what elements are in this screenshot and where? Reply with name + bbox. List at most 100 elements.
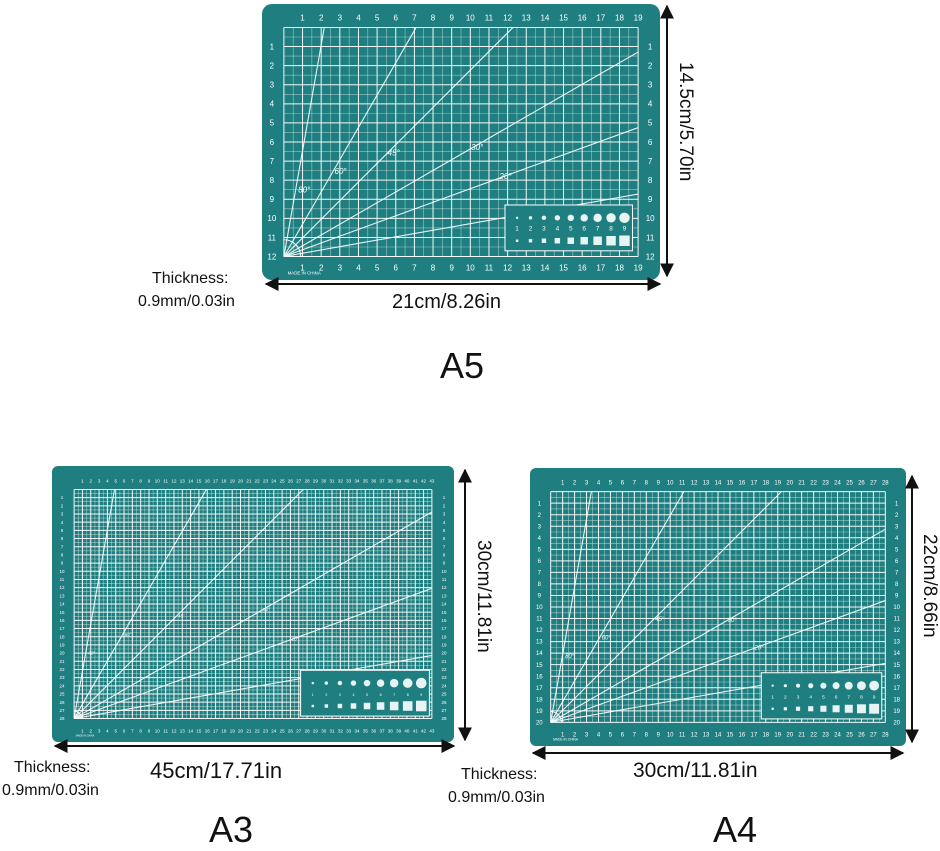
a5-width-label: 21cm/8.26in	[392, 291, 501, 313]
a3-made-in-label: MADE IN CHINA	[76, 734, 95, 737]
a3-ruler-bottom-number: 24	[271, 728, 277, 733]
a4-template-square	[820, 705, 827, 712]
a4-ruler-top-number: 14	[715, 481, 722, 487]
a5-thickness-value: 0.9mm/0.03in	[138, 293, 235, 310]
a4-thickness-value: 0.9mm/0.03in	[448, 789, 545, 806]
a3-ruler-bottom-number: 34	[354, 728, 360, 733]
a4-ruler-top-number: 17	[751, 481, 758, 487]
a3-ruler-bottom-number: 30	[321, 728, 327, 733]
a4-ruler-bottom-number: 11	[679, 732, 686, 738]
a4-template-square	[844, 704, 853, 713]
a3-ruler-bottom-number: 10	[155, 728, 161, 733]
a3-ruler-top-number: 13	[180, 479, 186, 484]
a5-ruler-bottom-number: 7	[412, 263, 417, 272]
a4-ruler-top-number: 11	[679, 481, 686, 487]
a3-ruler-bottom-number: 8	[139, 728, 142, 733]
a4-ruler-top-number: 6	[621, 481, 625, 487]
a3-ruler-bottom-number: 41	[413, 728, 419, 733]
a5-size-label: A5	[440, 345, 485, 386]
a4-ruler-bottom-number: 26	[858, 732, 865, 738]
a3-ruler-bottom-number: 27	[296, 728, 302, 733]
a4-ruler-top-number: 12	[691, 481, 698, 487]
a5-ruler-right-number: 5	[648, 119, 653, 128]
a3-ruler-left-number: 27	[59, 708, 65, 713]
a3-template-circle	[363, 679, 371, 687]
a4-ruler-top-number: 25	[846, 481, 853, 487]
a4-ruler-bottom-number: 18	[762, 732, 769, 738]
a5-ruler-left-number: 2	[270, 61, 275, 70]
a4-template-square	[795, 706, 801, 711]
a3-ruler-bottom-number: 12	[171, 728, 177, 733]
a3-ruler-left-number: 10	[59, 569, 65, 574]
a3-ruler-right-number: 23	[442, 675, 448, 680]
a4-template-number: 2	[784, 695, 787, 701]
a3-ruler-left-number: 8	[61, 552, 64, 557]
a5-template-circle	[580, 214, 588, 222]
a3-template-number: 2	[325, 693, 327, 697]
a3-ruler-left-number: 11	[60, 577, 65, 582]
a3-ruler-bottom-number: 21	[246, 728, 252, 733]
a5-template-square	[580, 237, 588, 245]
a3-ruler-left-number: 12	[59, 585, 65, 590]
a5-ruler-left-number: 1	[270, 42, 275, 51]
a4-ruler-top-number: 20	[786, 481, 793, 487]
a5-ruler-top-number: 7	[412, 14, 417, 23]
a3-ruler-top-number: 24	[271, 479, 277, 484]
a5-template-number: 8	[609, 226, 613, 233]
cutting-mat-a4: 1122334455667788991010111112121313141415…	[530, 468, 906, 746]
a3-ruler-top-number: 18	[221, 479, 227, 484]
a3-height-label: 30cm/11.81in	[473, 540, 494, 653]
a5-ruler-bottom-number: 19	[634, 263, 643, 272]
a3-template-square	[389, 701, 399, 711]
a5-template-number: 3	[542, 226, 546, 233]
a5-ruler-bottom-number: 11	[485, 263, 494, 272]
a3-template-number: 4	[352, 693, 354, 697]
a5-ruler-top-number: 4	[356, 14, 361, 23]
a3-ruler-left-number: 6	[61, 536, 64, 541]
a3-ruler-bottom-number: 38	[388, 728, 394, 733]
a5-angle-line	[283, 27, 417, 257]
a3-ruler-bottom-number: 4	[106, 728, 109, 733]
a3-ruler-bottom-number: 32	[338, 728, 344, 733]
a5-template-square	[593, 236, 602, 245]
a3-ruler-right-number: 25	[442, 692, 448, 697]
a5-angle-line	[283, 27, 325, 257]
a5-angle-label: 30°	[471, 143, 484, 152]
a3-ruler-top-number: 8	[139, 479, 142, 484]
a4-template-circle	[844, 681, 853, 690]
a3-ruler-left-number: 3	[61, 512, 64, 517]
a4-ruler-right-number: 2	[895, 513, 899, 519]
a3-ruler-left-number: 18	[59, 634, 65, 639]
a3-ruler-left-number: 14	[59, 602, 65, 607]
a4-ruler-top-number: 21	[798, 481, 805, 487]
a4-template-square	[832, 705, 840, 713]
a3-ruler-bottom-number: 42	[421, 728, 427, 733]
a5-ruler-left-number: 7	[270, 157, 275, 166]
a3-ruler-right-number: 3	[443, 512, 446, 517]
a4-template-square	[783, 707, 787, 711]
a4-template-circle	[856, 681, 866, 691]
a4-ruler-right-number: 13	[893, 640, 900, 646]
a3-ruler-top-number: 43	[429, 479, 435, 484]
a4-ruler-top-number: 23	[822, 481, 829, 487]
a4-angle-label: 20°	[753, 645, 764, 651]
a3-template-circle	[337, 680, 343, 686]
a4-template-circle	[771, 684, 774, 687]
a5-ruler-left-number: 8	[270, 176, 275, 185]
a4-ruler-bottom-number: 15	[727, 732, 734, 738]
a4-ruler-left-number: 13	[536, 640, 543, 646]
a5-ruler-left-number: 4	[270, 100, 275, 109]
a5-ruler-right-number: 12	[646, 252, 655, 261]
a4-ruler-left-number: 11	[536, 617, 543, 623]
a3-ruler-bottom-number: 40	[404, 728, 410, 733]
a4-angle-line	[550, 491, 592, 723]
a4-ruler-top-number: 4	[597, 481, 601, 487]
a3-ruler-bottom-number: 19	[230, 728, 236, 733]
a5-ruler-right-number: 11	[646, 233, 655, 242]
a4-ruler-top-number: 27	[870, 481, 877, 487]
a4-ruler-top-number: 18	[762, 481, 769, 487]
a3-ruler-top-number: 1	[81, 479, 84, 484]
a4-ruler-right-number: 19	[893, 709, 900, 715]
a4-ruler-left-number: 4	[538, 536, 542, 542]
